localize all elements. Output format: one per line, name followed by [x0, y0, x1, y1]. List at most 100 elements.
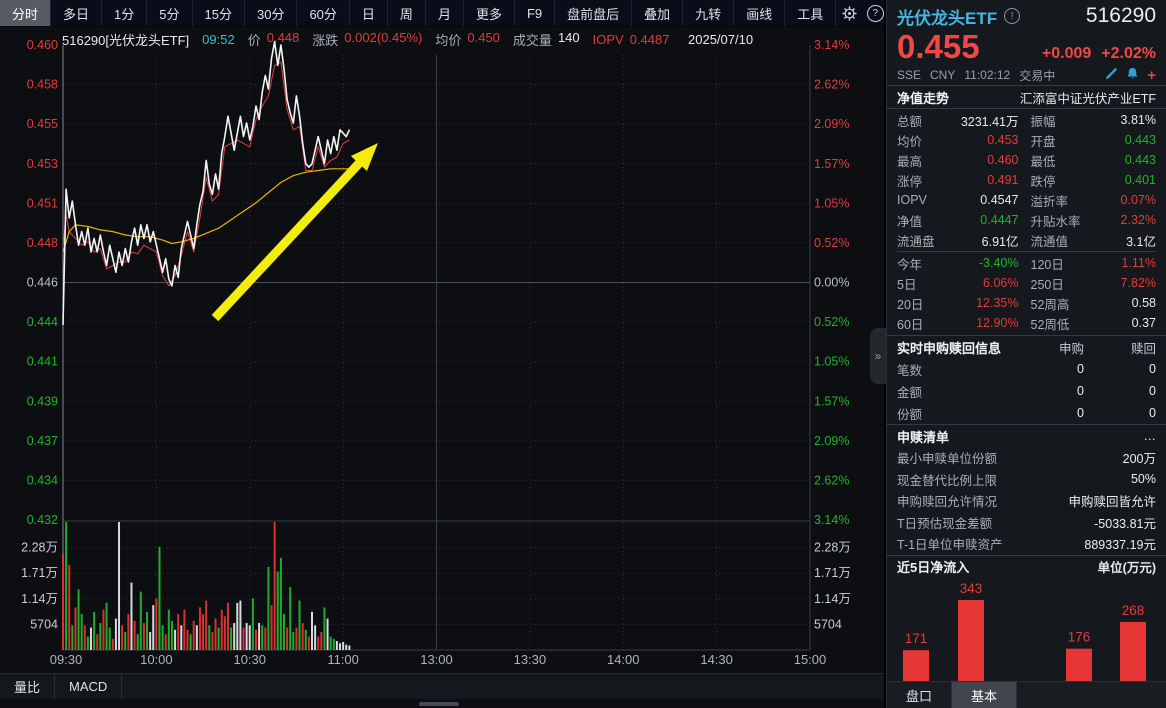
stats-grid: 总额 3231.41万 振幅 3.81% 均价 0.453 开盘 0.443 最高 0.460 最低… — [887, 108, 1166, 335]
help-icon[interactable]: ? — [862, 0, 888, 26]
stat-label: 流通值 — [1030, 234, 1069, 249]
stat-value: -3.40% — [978, 256, 1019, 270]
trade-date: 2025/07/10 — [688, 31, 754, 47]
percent-axis-label: 0.52% — [814, 315, 849, 329]
period-tab-3[interactable]: 5分 — [147, 0, 193, 26]
last-price: 0.455 — [897, 28, 980, 65]
stat-label: 120日 — [1030, 257, 1064, 272]
trend-arrow-annotation[interactable] — [211, 143, 378, 322]
percent-axis-label: 2.62% — [814, 78, 849, 92]
nine-turn-button[interactable]: 九转 — [683, 0, 735, 26]
settings-gear-icon[interactable] — [836, 0, 862, 26]
symbol-label: 516290[光伏龙头ETF] — [62, 32, 190, 48]
volume-axis-label: 5704 — [814, 617, 842, 631]
stat-label: 今年 — [897, 257, 923, 272]
price-axis-label: 0.437 — [27, 434, 58, 448]
price-axis-label: 0.444 — [27, 315, 58, 329]
panel-collapse-handle[interactable]: » — [870, 328, 886, 384]
currency-label: CNY — [930, 68, 956, 82]
stat-label: 60日 — [897, 317, 924, 332]
stat-value: 0.4447 — [980, 213, 1019, 227]
period-tab-9[interactable]: 月 — [426, 0, 464, 26]
unit-label: 单位(万元) — [1097, 561, 1156, 575]
pre-post-market-button[interactable]: 盘前盘后 — [555, 0, 633, 26]
price-change: +0.009 — [1041, 45, 1092, 62]
volume-bars — [62, 522, 351, 650]
alert-bell-icon[interactable] — [1126, 67, 1139, 83]
stat-row: IOPV 0.4547 溢折率 0.07% — [897, 190, 1156, 210]
net-inflow-bar-label: 171 — [905, 631, 928, 646]
more-ellipsis[interactable]: … — [1143, 429, 1157, 443]
realtime-row: 笔数 0 0 — [897, 362, 1156, 378]
f9-button[interactable]: F9 — [515, 0, 556, 26]
stat-value: 0.4547 — [980, 193, 1019, 207]
price-label: 价 — [247, 32, 261, 48]
stat-value: 0.58 — [1131, 296, 1156, 310]
period-tab-7[interactable]: 日 — [350, 0, 388, 26]
tab-order-book[interactable]: 盘口 — [887, 682, 952, 708]
volume-axis-label: 2.28万 — [21, 541, 58, 555]
stat-label: 升贴水率 — [1030, 214, 1081, 229]
nav-section-header: 净值走势 汇添富中证光伏产业ETF — [887, 86, 1166, 108]
price-axis-label: 0.446 — [27, 276, 58, 290]
period-tab-1[interactable]: 多日 — [51, 0, 103, 26]
edit-pencil-icon[interactable] — [1105, 67, 1118, 83]
stat-label: 总额 — [897, 114, 923, 129]
tab-volume-ratio[interactable]: 量比 — [0, 674, 56, 699]
list-row: T-1日单位申赎资产 889337.19元 — [897, 538, 1156, 553]
percent-axis-label: 1.57% — [814, 157, 849, 171]
time-axis-label: 11:00 — [327, 652, 359, 667]
time-axis-label: 14:30 — [700, 652, 733, 667]
period-tab-6[interactable]: 60分 — [297, 0, 350, 26]
quote-time: 11:02:12 — [964, 68, 1011, 82]
percent-axis-label: 3.14% — [814, 38, 849, 52]
stat-row: 流通盘 6.91亿 流通值 3.1亿 — [897, 230, 1156, 250]
stat-row: 总额 3231.41万 振幅 3.81% — [897, 110, 1156, 130]
period-tab-4[interactable]: 15分 — [193, 0, 245, 26]
time-axis-label: 14:00 — [607, 652, 640, 667]
scrollbar-thumb[interactable] — [419, 702, 459, 706]
price-axis-label: 0.448 — [27, 236, 58, 250]
price-axis-label: 0.434 — [27, 473, 58, 487]
draw-line-button[interactable]: 画线 — [734, 0, 786, 26]
tab-macd[interactable]: MACD — [55, 674, 123, 699]
time-axis-label: 09:30 — [50, 652, 83, 667]
net-inflow-bar-label: 176 — [1068, 629, 1091, 644]
price-change-percent: +2.02% — [1101, 45, 1156, 62]
stat-label: 净值 — [897, 214, 923, 229]
stat-value: 3.81% — [1120, 113, 1156, 127]
change-value: 0.002(0.45%) — [344, 29, 423, 45]
stat-label: IOPV — [897, 193, 927, 207]
quote-header: 光伏龙头ETF ! 516290 0.455 +0.009 +2.02% SSE… — [887, 0, 1166, 85]
intraday-chart[interactable]: 0.460 3.14% 0.458 2.62% 0.455 2.09% 0.453 1.57%… — [0, 0, 884, 708]
nav-trend-link[interactable]: 净值走势 — [897, 90, 950, 106]
percent-axis-label: 3.14% — [814, 513, 849, 527]
period-tab-0[interactable]: 分时 — [0, 0, 52, 26]
price-axis-label: 0.460 — [27, 38, 58, 52]
price-axis-label: 0.453 — [27, 157, 58, 171]
stat-label: 流通盘 — [897, 234, 935, 249]
time-axis-label: 10:30 — [233, 652, 266, 667]
quote-panel: 光伏龙头ETF ! 516290 0.455 +0.009 +2.02% SSE… — [886, 0, 1166, 708]
period-tab-8[interactable]: 周 — [388, 0, 426, 26]
period-tab-10[interactable]: 更多 — [464, 0, 515, 26]
tab-fundamentals[interactable]: 基本 — [952, 682, 1017, 708]
overlay-button[interactable]: 叠加 — [632, 0, 684, 26]
net-inflow-header: 近5日净流入 单位(万元) — [887, 556, 1166, 578]
horizontal-scrollbar[interactable] — [0, 699, 884, 708]
time-axis-label: 10:00 — [140, 652, 173, 667]
tools-button[interactable]: 工具 — [785, 0, 837, 26]
realtime-creation-redemption-header: 实时申购赎回信息 申购 赎回 — [887, 336, 1166, 358]
stat-label: 最低 — [1030, 154, 1056, 169]
time-axis-label: 13:00 — [420, 652, 453, 667]
col-redeem: 赎回 — [1130, 341, 1156, 356]
info-icon[interactable]: ! — [1004, 8, 1021, 24]
stat-label: 开盘 — [1030, 134, 1056, 149]
list-row: 最小申赎单位份额 200万 — [897, 452, 1156, 467]
period-tab-2[interactable]: 1分 — [102, 0, 148, 26]
creation-list-header: 申赎清单 … — [897, 429, 1157, 445]
period-tab-5[interactable]: 30分 — [245, 0, 298, 26]
stat-value: 6.91亿 — [981, 234, 1019, 249]
add-to-watchlist-icon[interactable]: + — [1147, 66, 1156, 84]
toolbar-right-group: F9 盘前盘后 叠加 九转 画线 工具 ? > — [515, 0, 914, 26]
